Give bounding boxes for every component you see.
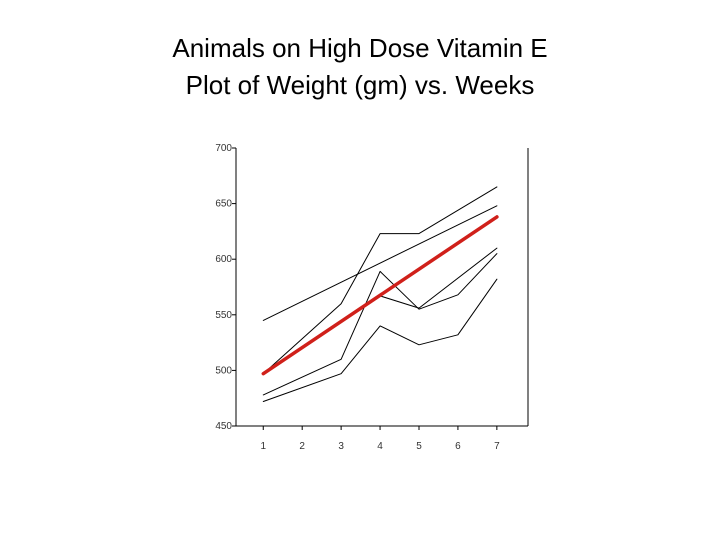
y-tick-label: 600	[215, 254, 232, 265]
y-tick-label: 550	[215, 310, 232, 321]
animal-weight-line-4	[262, 253, 498, 396]
x-tick-label: 4	[377, 441, 383, 452]
x-tick-label: 7	[494, 441, 500, 452]
y-tick-label: 700	[215, 143, 232, 154]
animal-weight-line-1	[262, 205, 498, 321]
x-tick-label: 2	[299, 441, 305, 452]
y-tick-label: 650	[215, 199, 232, 210]
animal-weight-line-5	[262, 278, 498, 402]
y-tick-label: 450	[215, 421, 232, 432]
y-tick-label: 500	[215, 365, 232, 376]
chart-title-line-1: Animals on High Dose Vitamin E	[172, 33, 548, 63]
animal-weight-line-3	[262, 247, 498, 375]
chart-title-line-2: Plot of Weight (gm) vs. Weeks	[185, 70, 535, 100]
x-tick-label: 6	[455, 441, 461, 452]
x-tick-label: 5	[416, 441, 422, 452]
animal-weight-line-2	[262, 186, 498, 375]
x-tick-label: 3	[338, 441, 344, 452]
mean-trend-line	[261, 215, 499, 376]
x-tick-label: 1	[260, 441, 266, 452]
